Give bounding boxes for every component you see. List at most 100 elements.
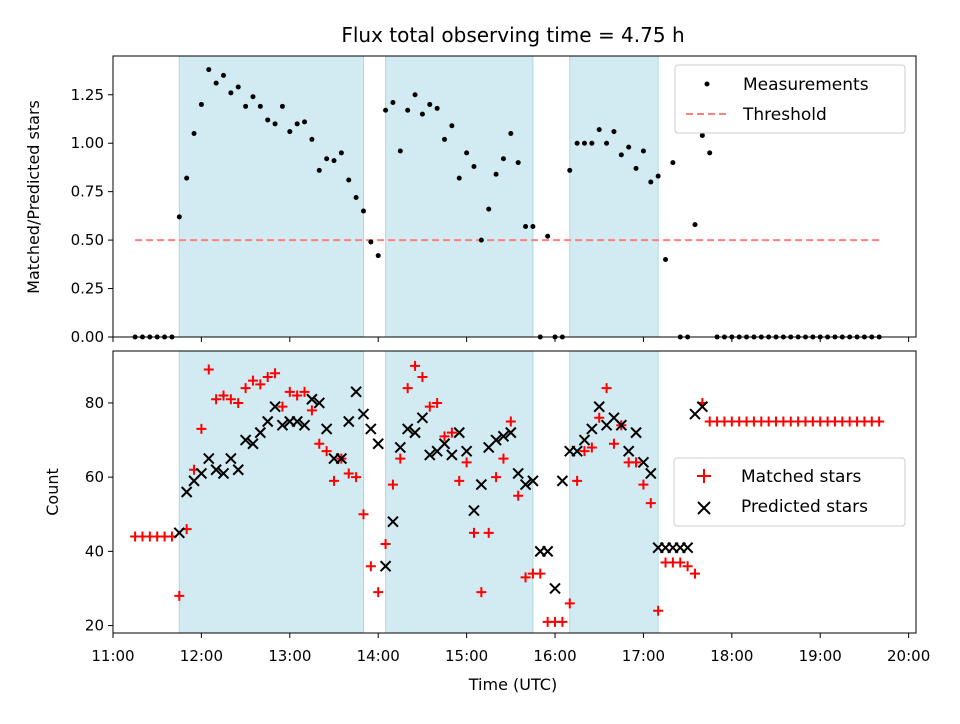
measurement-point — [545, 233, 551, 239]
predicted-star-point — [556, 475, 569, 487]
predicted-star-point — [261, 415, 274, 428]
measurement-point — [287, 129, 293, 135]
predicted-star-point — [593, 400, 605, 413]
matched-star-point — [468, 527, 479, 538]
predicted-star-point — [203, 452, 215, 465]
predicted-star-point — [239, 434, 252, 446]
predicted-star-point — [320, 423, 333, 435]
matched-star-point — [557, 616, 568, 627]
measurement-point — [405, 107, 411, 113]
measurement-point — [626, 144, 632, 150]
predicted-star-point — [387, 515, 399, 528]
legend-measurements-marker — [704, 81, 710, 87]
measurement-point — [250, 94, 256, 100]
measurement-point — [434, 105, 440, 111]
matched-star-point — [608, 438, 619, 449]
measurement-point — [596, 127, 602, 133]
measurement-point — [331, 158, 337, 164]
top-ytick-label: 0.25 — [71, 280, 104, 298]
matched-star-point — [579, 446, 590, 457]
predicted-star-point — [645, 467, 657, 480]
matched-star-point — [321, 446, 332, 457]
predicted-star-point — [357, 408, 370, 420]
measurement-point — [471, 163, 477, 169]
predicted-star-point — [696, 400, 709, 413]
measurement-point — [360, 208, 366, 214]
measurement-point — [191, 131, 197, 137]
measurement-point — [235, 84, 241, 90]
measurement-point — [419, 111, 425, 117]
top-ytick-label: 1.00 — [71, 134, 104, 152]
legend-predicted-marker — [697, 501, 711, 515]
measurement-point — [493, 171, 499, 177]
measurement-point — [353, 194, 359, 200]
measurement-point — [316, 167, 322, 173]
measurement-point — [243, 103, 249, 109]
measurement-point — [412, 92, 418, 98]
measurement-point — [375, 253, 381, 259]
predicted-star-point — [460, 445, 473, 457]
measurement-point — [383, 107, 389, 113]
xtick-label: 20:00 — [887, 647, 930, 665]
matched-star-point — [417, 371, 428, 382]
matched-star-point — [255, 379, 266, 390]
measurement-point — [530, 224, 536, 230]
predicted-star-point — [225, 452, 237, 465]
matched-star-point — [454, 475, 465, 486]
predicted-star-point — [232, 464, 244, 476]
predicted-star-point — [409, 426, 421, 439]
measurement-point — [478, 237, 484, 243]
predicted-star-point — [571, 445, 583, 457]
predicted-star-point — [298, 419, 311, 431]
predicted-star-point — [291, 415, 303, 428]
predicted-star-point — [372, 438, 384, 450]
predicted-star-point — [586, 423, 598, 435]
matched-star-point — [645, 498, 656, 509]
matched-star-point — [196, 423, 207, 434]
predicted-star-point — [269, 400, 281, 413]
matched-star-point — [314, 438, 325, 449]
predicted-star-point — [416, 412, 429, 424]
predicted-star-point — [217, 467, 230, 480]
bottom-ytick-label: 20 — [85, 617, 104, 635]
matched-star-point — [203, 364, 214, 375]
matched-star-point — [505, 416, 516, 427]
x-axis-label: Time (UTC) — [468, 675, 557, 694]
matched-star-point — [594, 412, 605, 423]
measurement-point — [272, 121, 278, 127]
top-ytick-label: 0.50 — [71, 231, 104, 249]
matched-star-point — [373, 587, 384, 598]
predicted-star-point — [630, 426, 642, 439]
predicted-star-point — [401, 423, 414, 435]
xtick-label: 15:00 — [445, 647, 488, 665]
measurement-point — [198, 101, 204, 107]
matched-star-point — [292, 390, 303, 401]
legend-matched-marker — [697, 469, 711, 483]
matched-star-point — [564, 598, 575, 609]
matched-star-point — [638, 479, 649, 490]
matched-star-point — [410, 360, 421, 371]
predicted-star-point — [527, 475, 539, 487]
predicted-star-point — [365, 423, 377, 435]
matched-star-point — [395, 453, 406, 464]
matched-star-point — [365, 561, 376, 572]
bottom-ytick-label: 60 — [85, 468, 104, 486]
matched-star-point — [461, 457, 472, 468]
predicted-star-point — [180, 486, 193, 498]
matched-star-point — [240, 383, 251, 394]
bottom-legend: Matched stars Predicted stars — [673, 457, 906, 527]
measurement-point — [184, 175, 190, 181]
xtick-label: 17:00 — [622, 647, 665, 665]
predicted-star-point — [475, 478, 488, 491]
predicted-star-point — [306, 393, 318, 405]
predicted-star-point — [578, 434, 591, 446]
matched-star-point — [586, 442, 597, 453]
measurement-point — [574, 140, 580, 146]
measurement-point — [508, 131, 514, 137]
matched-star-point — [491, 472, 502, 483]
predicted-star-point — [350, 386, 362, 398]
xtick-label: 12:00 — [180, 647, 223, 665]
measurement-point — [456, 175, 462, 181]
matched-star-point — [277, 401, 288, 412]
